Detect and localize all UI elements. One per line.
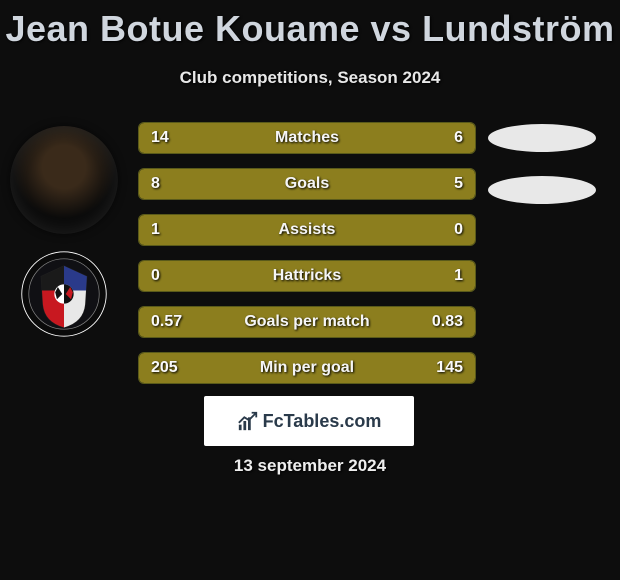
chart-line-icon (237, 410, 259, 432)
player-placeholder-2 (488, 176, 596, 204)
left-player-column (10, 126, 118, 338)
stat-row-goals: 8 Goals 5 (138, 168, 476, 200)
stats-rows: 14 Matches 6 8 Goals 5 1 Assists 0 0 Hat… (138, 122, 476, 398)
page-title: Jean Botue Kouame vs Lundström (0, 0, 620, 50)
brand-box: FcTables.com (204, 396, 414, 446)
stat-value-right: 0 (454, 221, 463, 239)
stat-value-right: 6 (454, 129, 463, 147)
right-player-column (486, 124, 600, 228)
shield-icon (20, 250, 108, 338)
stat-value-right: 145 (436, 359, 463, 377)
snapshot-date: 13 september 2024 (0, 456, 620, 476)
stat-label: Matches (139, 129, 475, 147)
player-avatar (10, 126, 118, 234)
stat-label: Goals per match (139, 313, 475, 331)
stat-value-right: 0.83 (432, 313, 463, 331)
player-placeholder-1 (488, 124, 596, 152)
stat-value-right: 1 (454, 267, 463, 285)
page-subtitle: Club competitions, Season 2024 (0, 68, 620, 88)
stat-row-hattricks: 0 Hattricks 1 (138, 260, 476, 292)
stat-label: Goals (139, 175, 475, 193)
club-badge-inter-turku (20, 250, 108, 338)
brand-label: FcTables.com (237, 410, 382, 432)
stat-label: Assists (139, 221, 475, 239)
stat-row-matches: 14 Matches 6 (138, 122, 476, 154)
stat-value-right: 5 (454, 175, 463, 193)
brand-text: FcTables.com (263, 411, 382, 432)
stat-label: Min per goal (139, 359, 475, 377)
stat-label: Hattricks (139, 267, 475, 285)
stat-row-goals-per-match: 0.57 Goals per match 0.83 (138, 306, 476, 338)
stat-row-min-per-goal: 205 Min per goal 145 (138, 352, 476, 384)
stat-row-assists: 1 Assists 0 (138, 214, 476, 246)
